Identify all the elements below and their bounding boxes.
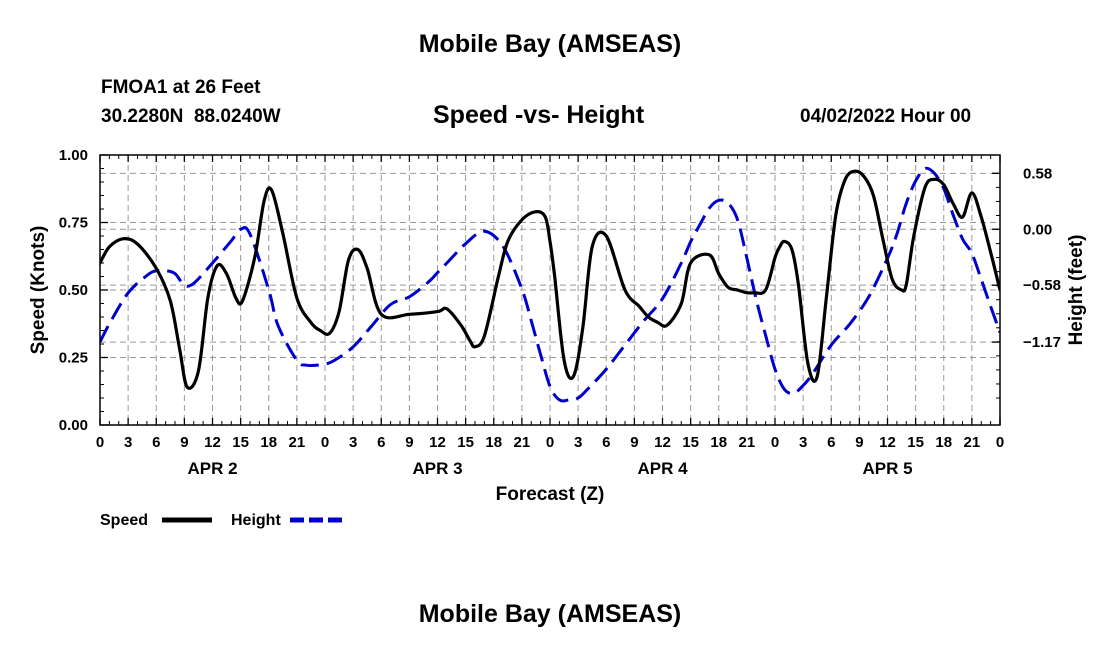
x-tick-label: 0 xyxy=(96,434,104,451)
x-tick-label: 3 xyxy=(349,434,357,451)
x-tick-label: 21 xyxy=(514,434,531,451)
speed-series-line xyxy=(100,169,1000,390)
x-tick-label: 12 xyxy=(879,434,896,451)
x-tick-label: 9 xyxy=(855,434,863,451)
y2-tick-label: 0.00 xyxy=(1023,221,1052,238)
x-tick-label: 9 xyxy=(405,434,413,451)
x-tick-label: 15 xyxy=(232,434,249,451)
station-label: FMOA1 at 26 Feet xyxy=(101,77,261,98)
legend-speed-label: Speed xyxy=(100,512,148,529)
x-tick-label: 0 xyxy=(546,434,554,451)
x-tick-label: 6 xyxy=(152,434,160,451)
x-tick-label: 0 xyxy=(321,434,329,451)
footer-title: Mobile Bay (AMSEAS) xyxy=(418,600,682,628)
page-title: Mobile Bay (AMSEAS) xyxy=(418,30,682,58)
x-tick-label: 21 xyxy=(739,434,756,451)
y2-tick-label: −1.17 xyxy=(1023,334,1061,351)
x-tick-label: 15 xyxy=(907,434,924,451)
x-tick-label: 3 xyxy=(799,434,807,451)
y-tick-label: 0.50 xyxy=(59,282,88,299)
x-tick-label: 6 xyxy=(827,434,835,451)
x-tick-label: 0 xyxy=(996,434,1004,451)
x-tick-label: 3 xyxy=(574,434,582,451)
x-tick-label: 18 xyxy=(935,434,952,451)
grid-lines xyxy=(100,155,1000,425)
day-label: APR 5 xyxy=(862,459,912,478)
axes: 0 3 6 9 12 15 18 21 0 3 6 9 12 15 18 21 0 3 6 9 12 15 18 21 0 3 6 9… xyxy=(59,147,1061,478)
x-tick-label: 21 xyxy=(964,434,981,451)
x-tick-label: 9 xyxy=(630,434,638,451)
x-tick-label: 9 xyxy=(180,434,188,451)
chart-title: Speed -vs- Height xyxy=(433,101,645,129)
x-tick-label: 0 xyxy=(771,434,779,451)
y-tick-label: 0.25 xyxy=(59,350,88,367)
day-label: APR 4 xyxy=(637,459,688,478)
y-tick-label: 0.75 xyxy=(59,215,88,232)
y-tick-label: 0.00 xyxy=(59,417,88,434)
y-tick-label: 1.00 xyxy=(59,147,88,164)
x-tick-label: 15 xyxy=(682,434,699,451)
x-tick-label: 6 xyxy=(602,434,610,451)
day-label: APR 3 xyxy=(412,459,462,478)
x-tick-label: 12 xyxy=(429,434,446,451)
y-axis-label: Speed (Knots) xyxy=(28,226,49,355)
speed-height-chart: 0 3 6 9 12 15 18 21 0 3 6 9 12 15 18 21 0 3 6 9 12 15 18 21 0 3 6 9… xyxy=(28,147,1087,529)
run-time-label: 04/02/2022 Hour 00 xyxy=(800,106,972,127)
x-tick-label: 6 xyxy=(377,434,385,451)
coordinates-label: 30.2280N 88.0240W xyxy=(101,106,281,127)
x-tick-label: 3 xyxy=(124,434,132,451)
y2-tick-label: −0.58 xyxy=(1023,277,1061,294)
day-label: APR 2 xyxy=(187,459,237,478)
x-axis-label: Forecast (Z) xyxy=(496,484,605,505)
x-tick-label: 18 xyxy=(485,434,502,451)
y2-tick-label: 0.58 xyxy=(1023,165,1052,182)
x-tick-label: 21 xyxy=(289,434,306,451)
series-layer xyxy=(100,166,1000,403)
x-tick-label: 15 xyxy=(457,434,474,451)
x-tick-label: 12 xyxy=(204,434,221,451)
x-tick-label: 18 xyxy=(710,434,727,451)
legend-height-label: Height xyxy=(231,512,281,529)
x-tick-label: 12 xyxy=(654,434,671,451)
x-tick-label: 18 xyxy=(260,434,277,451)
y2-axis-label: Height (feet) xyxy=(1066,235,1087,346)
legend: Speed Height xyxy=(100,512,343,529)
